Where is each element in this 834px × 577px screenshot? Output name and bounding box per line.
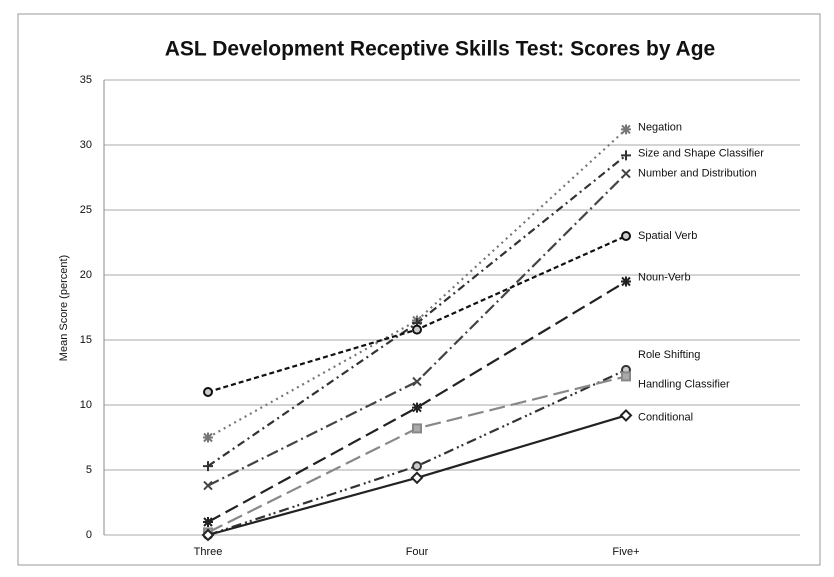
series-label: Noun-Verb: [638, 271, 691, 283]
series-line: [207, 280, 627, 523]
marker: [621, 150, 631, 161]
marker: [201, 528, 215, 542]
marker: [412, 324, 422, 335]
x-tick-label: Four: [406, 546, 429, 558]
x-tick-label: Three: [194, 546, 223, 558]
y-tick-label: 30: [80, 139, 92, 151]
y-tick-label: 10: [80, 399, 92, 411]
x-tick-label: Five+: [612, 546, 639, 558]
marker: [203, 461, 213, 472]
series-label: Size and Shape Classifier: [638, 147, 764, 159]
y-axis-label: Mean Score (percent): [58, 255, 70, 361]
marker: [203, 387, 213, 397]
marker: [203, 432, 213, 443]
chart-title: ASL Development Receptive Skills Test: S…: [165, 38, 715, 61]
marker: [412, 423, 422, 434]
series-label: Role Shifting: [638, 349, 700, 361]
chart-frame: [17, 13, 821, 566]
marker: [412, 461, 422, 472]
marker: [203, 517, 213, 527]
y-tick-label: 0: [86, 529, 92, 541]
y-tick-label: 25: [80, 204, 92, 216]
marker: [412, 402, 422, 413]
marker: [410, 471, 424, 485]
marker: [621, 276, 631, 287]
y-tick-label: 35: [80, 74, 92, 86]
marker: [203, 480, 213, 491]
series-label: Number and Distribution: [638, 168, 757, 180]
marker: [621, 231, 631, 241]
marker: [621, 168, 631, 179]
marker: [412, 376, 422, 387]
marker: [621, 371, 631, 382]
y-tick-label: 5: [86, 464, 92, 476]
series-line: [207, 128, 627, 439]
series-label: Conditional: [638, 411, 693, 423]
series-label: Handling Classifier: [638, 378, 730, 390]
series-label: Spatial Verb: [638, 230, 697, 242]
y-tick-label: 15: [80, 334, 92, 346]
marker: [621, 124, 631, 135]
y-tick-label: 20: [80, 269, 92, 281]
series-label: Negation: [638, 121, 682, 133]
series-line: [207, 172, 627, 487]
marker: [619, 408, 633, 422]
